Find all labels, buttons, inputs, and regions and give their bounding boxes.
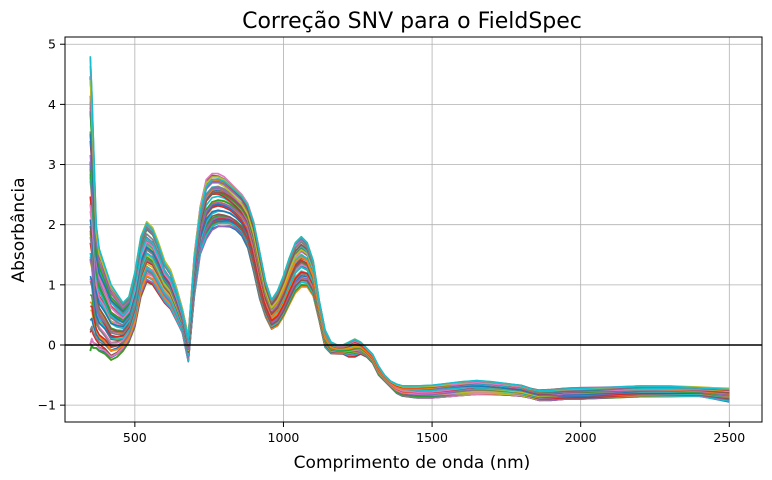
x-axis-label: Comprimento de onda (nm) bbox=[294, 453, 531, 473]
spectra-series bbox=[89, 56, 730, 403]
spectrum-line-60 bbox=[89, 56, 730, 392]
x-tick-label: 500 bbox=[123, 430, 147, 445]
y-axis-ticks: −1 0 1 2 3 4 5 bbox=[38, 37, 65, 413]
x-axis-ticks: 500 1000 1500 2000 2500 bbox=[123, 422, 745, 445]
x-tick-label: 2000 bbox=[565, 430, 597, 445]
y-tick-label: 2 bbox=[48, 217, 56, 232]
plot-frame bbox=[64, 36, 763, 423]
y-tick-label: −1 bbox=[38, 398, 56, 413]
y-tick-label: 5 bbox=[48, 37, 56, 52]
x-tick-label: 2500 bbox=[713, 430, 745, 445]
x-tick-label: 1500 bbox=[416, 430, 448, 445]
y-axis-label: Absorbância bbox=[9, 177, 29, 282]
y-tick-label: 3 bbox=[48, 157, 56, 172]
y-tick-label: 0 bbox=[48, 338, 56, 353]
spectrum-line-30 bbox=[89, 195, 730, 396]
y-tick-label: 4 bbox=[48, 97, 56, 112]
chart-title: Correção SNV para o FieldSpec bbox=[242, 9, 582, 34]
y-tick-label: 1 bbox=[48, 277, 56, 292]
x-tick-label: 1000 bbox=[268, 430, 300, 445]
